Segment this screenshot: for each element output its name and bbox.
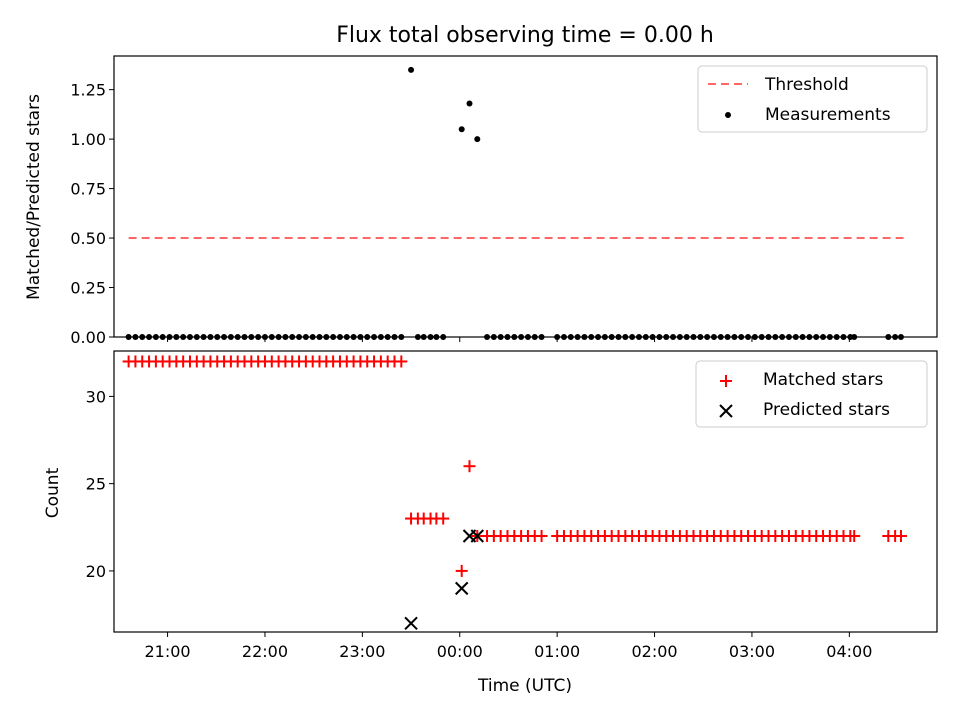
top-legend: Threshold Measurements	[697, 65, 928, 133]
measurement-point	[466, 100, 473, 107]
bottom-legend: Matched stars Predicted stars	[695, 360, 928, 428]
chart-title: Flux total observing time = 0.00 h	[336, 23, 714, 48]
matched-star-point	[535, 530, 548, 543]
matched-star-point	[848, 530, 861, 543]
bottom-legend-box	[695, 360, 928, 428]
matched-star-point	[437, 512, 450, 525]
predicted-legend-swatch	[719, 404, 733, 418]
top-y-axis-label: Matched/Predicted stars	[24, 94, 44, 300]
matched-star-point	[455, 564, 468, 577]
measurement-point	[474, 136, 481, 143]
count-panel: Count Time (UTC) 20 25 30 21:00 22:00 23:00 00…	[43, 350, 938, 696]
bottom-y-tick-label: 20	[86, 562, 106, 581]
x-tick-label: 21:00	[145, 642, 191, 661]
x-tick-label: 03:00	[729, 642, 775, 661]
top-y-tick-label: 0.25	[70, 279, 106, 298]
x-tick-label: 22:00	[242, 642, 288, 661]
top-axes-frame	[113, 55, 938, 338]
x-tick-label: 04:00	[826, 642, 872, 661]
bottom-y-axis-label: Count	[43, 467, 63, 518]
x-axis-label: Time (UTC)	[477, 676, 572, 696]
predicted-star-point	[470, 529, 484, 543]
bottom-plot-area	[122, 355, 907, 630]
top-y-tick-label: 0.75	[70, 180, 106, 199]
matched-legend-label: Matched stars	[763, 370, 883, 390]
ratio-panel: Flux total observing time = 0.00 h Match…	[24, 23, 938, 347]
top-y-tick-label: 0.00	[70, 328, 106, 347]
matched-star-point	[894, 530, 907, 543]
matched-star-point	[395, 355, 408, 368]
bottom-y-tick-label: 30	[86, 387, 106, 406]
top-legend-box	[697, 65, 928, 133]
top-y-tick-label: 1.25	[70, 81, 106, 100]
top-y-tick-label: 0.50	[70, 229, 106, 248]
x-tick-label: 01:00	[534, 642, 580, 661]
x-tick-label: 00:00	[437, 642, 483, 661]
top-y-tick-label: 1.00	[70, 130, 106, 149]
matched-star-point	[463, 460, 476, 473]
bottom-axes-frame	[113, 350, 938, 633]
measurement-point	[408, 66, 415, 73]
x-tick-label: 02:00	[631, 642, 677, 661]
predicted-legend-label: Predicted stars	[763, 400, 890, 420]
x-tick-label: 23:00	[339, 642, 385, 661]
measurement-point	[458, 126, 465, 133]
predicted-star-point	[454, 581, 469, 596]
measurements-legend-swatch	[725, 112, 731, 118]
threshold-legend-label: Threshold	[764, 75, 849, 95]
matched-legend-swatch	[720, 375, 732, 387]
measurements-legend-label: Measurements	[765, 105, 891, 125]
bottom-y-tick-label: 25	[86, 475, 106, 494]
predicted-star-point	[404, 616, 418, 630]
